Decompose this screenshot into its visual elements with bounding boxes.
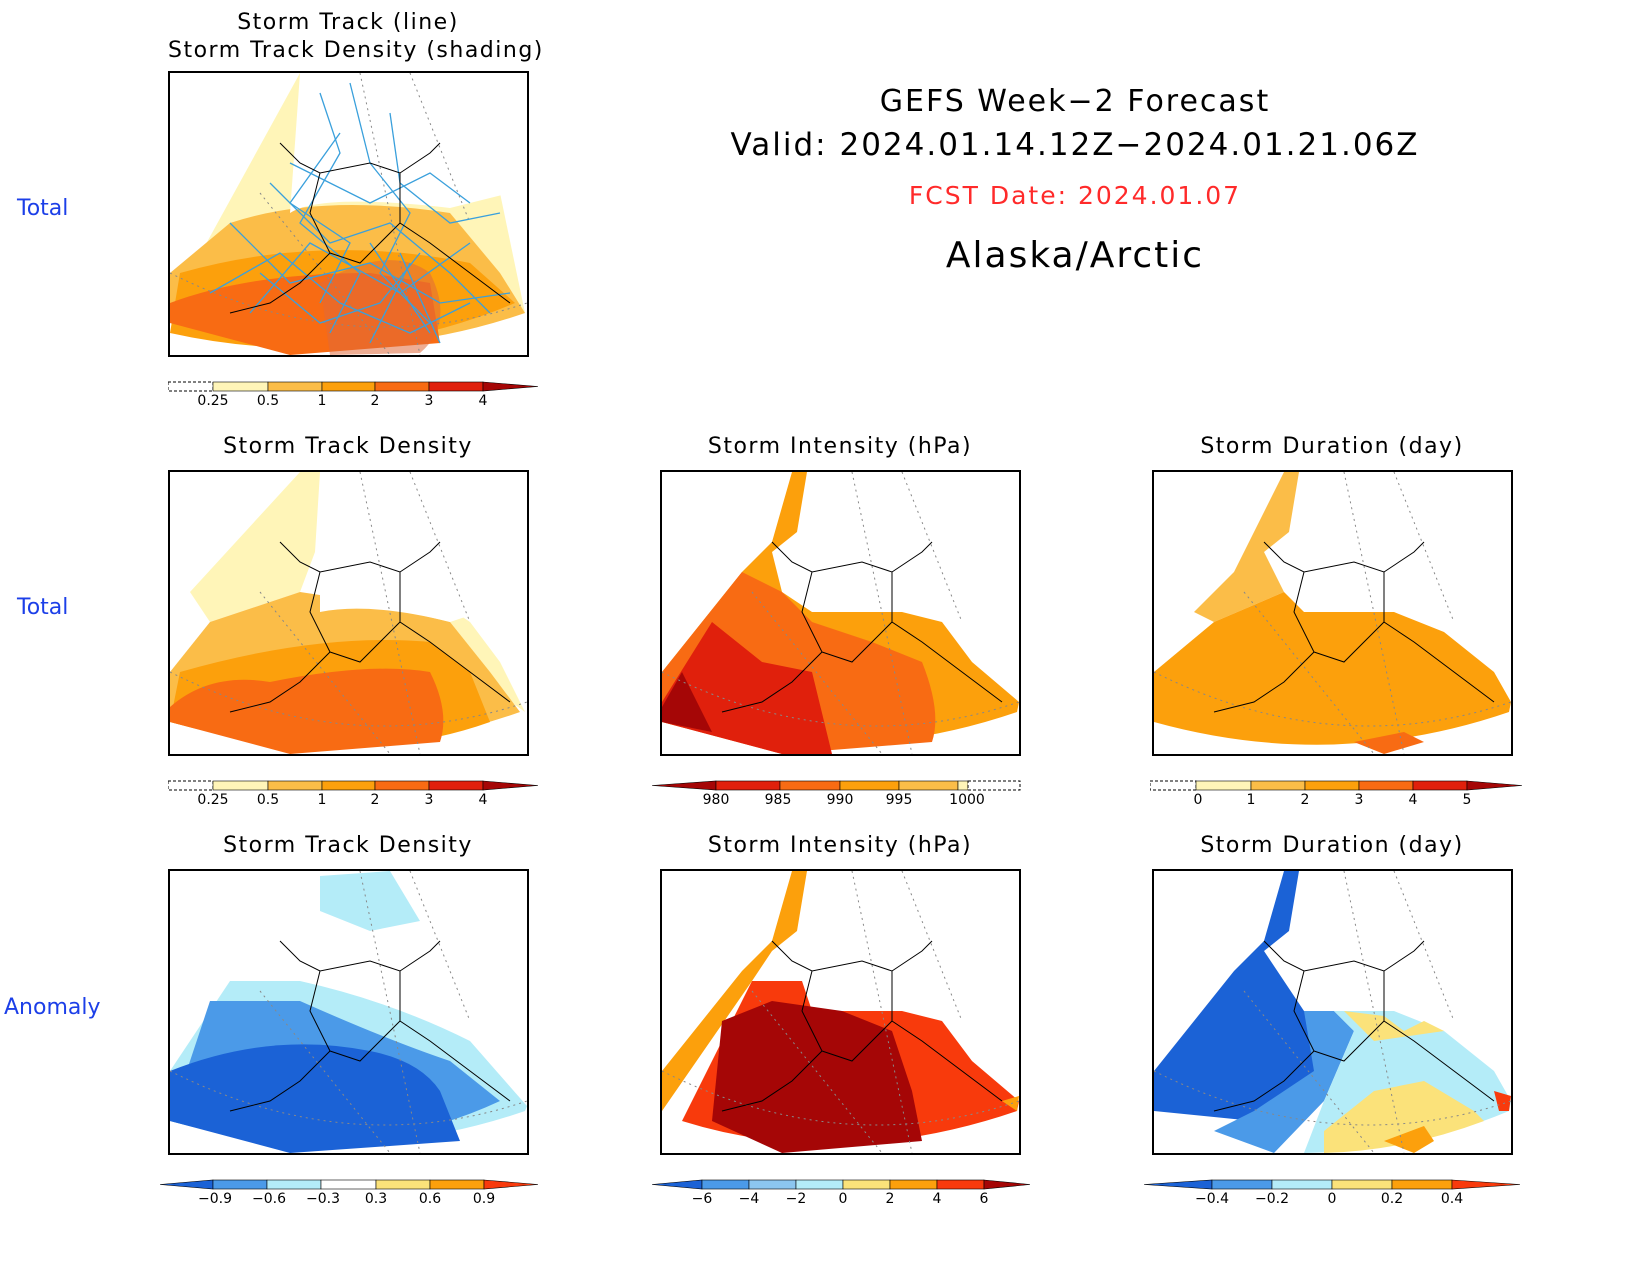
valid-period: Valid: 2024.01.14.12Z−2024.01.21.06Z xyxy=(730,127,1420,163)
region-label: Alaska/Arctic xyxy=(945,235,1205,276)
map-panel-track-density-anomaly xyxy=(168,869,529,1155)
cb4-tick-5: 5 xyxy=(1462,792,1472,808)
cb7-tick-3: 0.2 xyxy=(1380,1191,1404,1207)
panel6-title: Storm Intensity (hPa) xyxy=(707,833,973,858)
panel1-title-line2: Storm Track Density (shading) xyxy=(168,38,544,63)
cb1-tick-2: 1 xyxy=(317,393,327,409)
cb6-tick-3: 0 xyxy=(838,1191,848,1207)
cb3-tick-1: 985 xyxy=(764,792,792,808)
map-panel-duration-anomaly xyxy=(1152,869,1513,1155)
map-panel-track-density-total-with-tracks xyxy=(168,71,529,357)
cb6-tick-0: −6 xyxy=(691,1191,713,1207)
forecast-title: GEFS Week−2 Forecast xyxy=(879,84,1271,119)
map-panel-intensity-total xyxy=(660,470,1021,756)
cb6-tick-5: 4 xyxy=(932,1191,942,1207)
cb7-tick-0: −0.4 xyxy=(1195,1191,1229,1207)
cb4-tick-2: 2 xyxy=(1300,792,1310,808)
cb6-tick-4: 2 xyxy=(885,1191,895,1207)
panel2-title: Storm Track Density xyxy=(223,434,473,459)
cb1-tick-1: 0.5 xyxy=(256,393,280,409)
cb5-tick-3: 0.3 xyxy=(364,1191,388,1207)
cb3-tick-3: 995 xyxy=(885,792,913,808)
cb4-tick-3: 3 xyxy=(1354,792,1364,808)
cb2-tick-2: 1 xyxy=(317,792,327,808)
row-label-total-1: Total xyxy=(17,196,69,221)
colorbar-intensity-anomaly: −6 −4 −2 0 2 4 6 xyxy=(651,1177,1032,1211)
cb2-tick-0: 0.25 xyxy=(197,792,229,808)
colorbar-intensity: 980 985 990 995 1000 xyxy=(651,778,1024,812)
map-panel-track-density-total xyxy=(168,470,529,756)
row-label-anomaly: Anomaly xyxy=(4,995,101,1020)
cb1-tick-4: 3 xyxy=(424,393,434,409)
cb2-tick-1: 0.5 xyxy=(256,792,280,808)
panel3-title: Storm Intensity (hPa) xyxy=(707,434,973,459)
panel7-title: Storm Duration (day) xyxy=(1200,833,1464,858)
panel1-title-line1: Storm Track (line) xyxy=(237,10,459,35)
cb1-tick-5: 4 xyxy=(478,393,488,409)
cb5-tick-1: −0.6 xyxy=(252,1191,286,1207)
cb4-tick-1: 1 xyxy=(1246,792,1256,808)
cb1-tick-0: 0.25 xyxy=(197,393,229,409)
cb4-tick-4: 4 xyxy=(1408,792,1418,808)
colorbar-track-density-1: 0.25 0.5 1 2 3 4 xyxy=(167,379,539,413)
cb6-tick-6: 6 xyxy=(979,1191,989,1207)
cb2-tick-4: 3 xyxy=(424,792,434,808)
colorbar-track-density-2: 0.25 0.5 1 2 3 4 xyxy=(167,778,539,812)
map-panel-intensity-anomaly xyxy=(660,869,1021,1155)
colorbar-duration: 0 1 2 3 4 5 xyxy=(1149,778,1523,812)
arctic-unshaded xyxy=(290,73,510,213)
cb5-tick-0: −0.9 xyxy=(198,1191,232,1207)
cb4-tick-0: 0 xyxy=(1193,792,1203,808)
cb5-tick-5: 0.9 xyxy=(472,1191,496,1207)
cb7-tick-1: −0.2 xyxy=(1255,1191,1289,1207)
colorbar-density-anomaly: −0.9 −0.6 −0.3 0.3 0.6 0.9 xyxy=(159,1177,540,1211)
cb3-tick-2: 990 xyxy=(826,792,854,808)
colorbar-duration-anomaly: −0.4 −0.2 0 0.2 0.4 xyxy=(1143,1177,1524,1211)
cb6-tick-1: −4 xyxy=(738,1191,760,1207)
cb2-tick-3: 2 xyxy=(370,792,380,808)
fcst-date: FCST Date: 2024.01.07 xyxy=(908,181,1242,210)
cb2-tick-5: 4 xyxy=(478,792,488,808)
cb3-tick-4: 1000 xyxy=(949,792,985,808)
cb5-tick-2: −0.3 xyxy=(306,1191,340,1207)
cb1-tick-3: 2 xyxy=(370,393,380,409)
cb7-tick-4: 0.4 xyxy=(1440,1191,1464,1207)
map-panel-duration-total xyxy=(1152,470,1513,756)
row-label-total-2: Total xyxy=(17,595,69,620)
cb5-tick-4: 0.6 xyxy=(418,1191,442,1207)
cb7-tick-2: 0 xyxy=(1327,1191,1337,1207)
cb6-tick-2: −2 xyxy=(785,1191,807,1207)
panel4-title: Storm Duration (day) xyxy=(1200,434,1464,459)
shading-hatched-core xyxy=(320,260,441,355)
panel5-title: Storm Track Density xyxy=(223,833,473,858)
cb3-tick-0: 980 xyxy=(702,792,730,808)
